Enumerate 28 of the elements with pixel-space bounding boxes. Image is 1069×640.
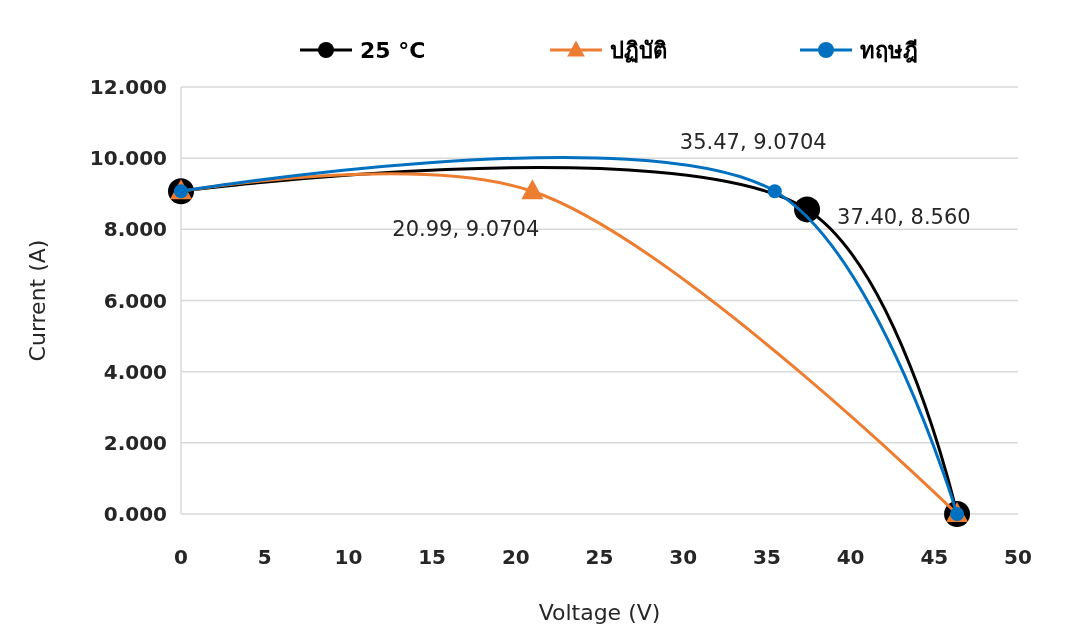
x-tick-label: 5 (257, 545, 272, 569)
y-axis-title: Current (A) (25, 239, 50, 362)
y-tick-label: 2.000 (103, 430, 167, 455)
x-tick-label: 45 (920, 545, 949, 569)
x-tick-label: 25 (585, 545, 614, 569)
x-tick-label: 50 (1004, 545, 1032, 569)
x-tick-label: 40 (836, 545, 865, 569)
x-axis-title: Voltage (V) (538, 600, 661, 625)
y-tick-label: 0.000 (103, 502, 167, 526)
point (521, 179, 544, 200)
y-tick-label: 4.000 (103, 359, 167, 384)
y-tick-label: 6.000 (103, 288, 167, 313)
x-tick-label: 20 (501, 545, 530, 569)
annotation: 37.40, 8.560 (837, 205, 971, 230)
x-tick-label: 15 (418, 545, 447, 569)
y-tick-label: 10.000 (89, 146, 167, 171)
y-tick-label: 12.000 (89, 75, 167, 99)
x-tick-label: 10 (334, 545, 363, 569)
y-tick-label: 8.000 (103, 217, 167, 242)
legend-label: ทฤษฎี (860, 37, 918, 63)
legend-label: ปฏิบัติ (610, 37, 667, 63)
x-tick-label: 30 (669, 545, 698, 569)
x-tick-label: 0 (174, 545, 188, 569)
legend-label: 25 °C (360, 37, 426, 63)
point (767, 184, 782, 199)
annotation: 20.99, 9.0704 (392, 217, 540, 242)
x-tick-label: 35 (752, 545, 781, 569)
annotation: 35.47, 9.0704 (679, 130, 827, 155)
